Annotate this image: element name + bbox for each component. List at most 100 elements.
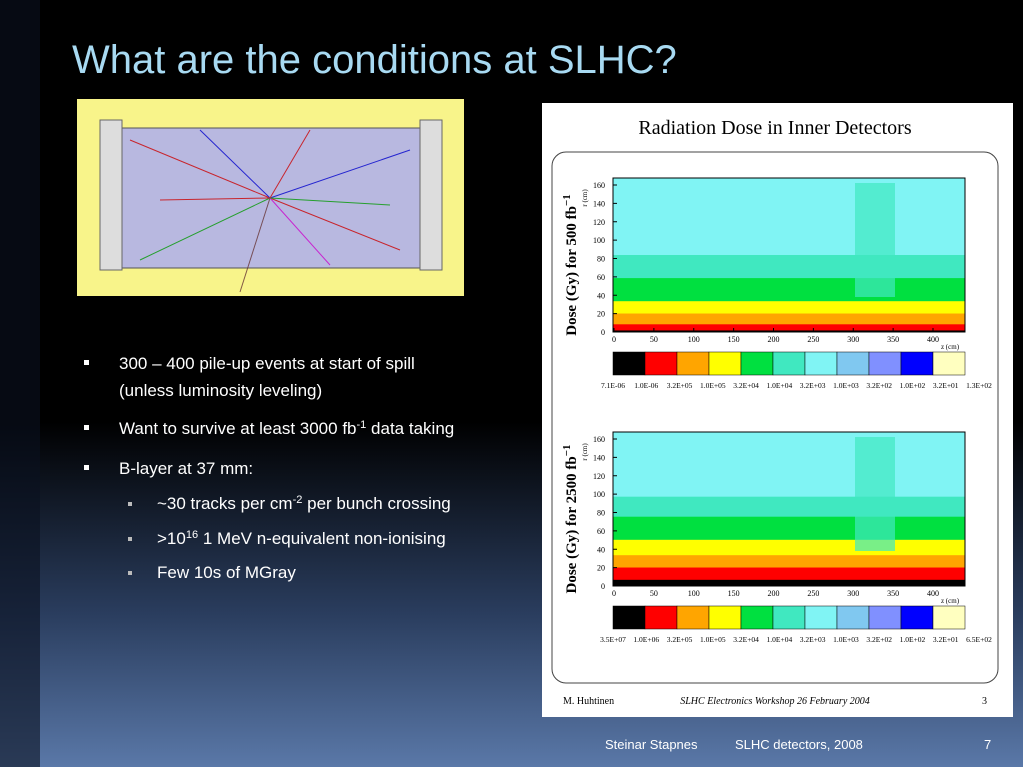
x-tick-label: 350	[887, 335, 899, 344]
x-tick-label: 50	[650, 589, 658, 598]
scale-box	[676, 605, 710, 630]
scale-box	[644, 605, 678, 630]
y-tick-label: 80	[597, 509, 605, 518]
scale-box	[772, 605, 806, 630]
map-frame	[612, 431, 966, 587]
x-tick-label: 100	[688, 589, 700, 598]
scale-label: 1.0E+06	[633, 635, 659, 644]
y-tick-label: 40	[597, 291, 605, 300]
y-tick-label: 60	[597, 527, 605, 536]
scale-label: 1.3E+02	[966, 381, 992, 390]
figure-frame	[551, 151, 999, 684]
dose-map	[612, 177, 966, 333]
bullet-text: 300 – 400 pile-up events at start of spi…	[119, 354, 415, 373]
y-tick-label: 120	[593, 472, 605, 481]
sub-bullet-marker	[128, 537, 132, 541]
sub-bullet-text-sup: -2	[293, 494, 303, 506]
x-tick-label: 300	[847, 335, 859, 344]
scale-box	[932, 605, 966, 630]
y-tick-label: 80	[597, 255, 605, 264]
scale-box	[612, 605, 646, 630]
map-band	[613, 324, 965, 332]
r-label: r (cm)	[581, 189, 589, 207]
footer-author: Steinar Stapnes	[605, 737, 698, 752]
x-tick-label: 100	[688, 335, 700, 344]
bullet-marker	[84, 360, 89, 365]
sub-bullet-text-text: >10	[157, 529, 186, 548]
scale-label: 3.2E+04	[733, 381, 759, 390]
scale-box	[900, 605, 934, 630]
z-label: z (cm)	[941, 597, 960, 605]
y-tick-label: 40	[597, 545, 605, 554]
figure-footer-left: M. Huhtinen	[563, 696, 614, 707]
scale-box	[772, 351, 806, 376]
figure-footer-center: SLHC Electronics Workshop 26 February 20…	[680, 696, 870, 707]
x-tick-label: 350	[887, 589, 899, 598]
scale-box	[740, 605, 774, 630]
map-shield	[855, 183, 895, 297]
x-tick-label: 200	[768, 589, 780, 598]
scale-box	[676, 351, 710, 376]
y-tick-label: 60	[597, 273, 605, 282]
y-tick-label: 160	[593, 435, 605, 444]
scale-label: 1.0E+05	[700, 381, 726, 390]
scale-box	[740, 351, 774, 376]
z-label: z (cm)	[941, 343, 960, 351]
x-tick-label: 250	[807, 589, 819, 598]
bullet-text-text: Want to survive at least 3000 fb	[119, 419, 357, 438]
x-tick-label: 400	[927, 589, 939, 598]
y-tick-label: 160	[593, 181, 605, 190]
scale-box	[900, 351, 934, 376]
scale-label: 3.2E+03	[800, 381, 826, 390]
scale-label: 1.0E+04	[767, 381, 793, 390]
event-display	[77, 99, 464, 296]
sub-bullet-marker	[128, 571, 132, 575]
scale-label: 3.2E+04	[733, 635, 759, 644]
dose-map	[612, 431, 966, 587]
sub-bullet-text: Few 10s of MGray	[157, 563, 296, 582]
scale-box	[836, 351, 870, 376]
scale-box	[708, 605, 742, 630]
sub-bullet-text-text: ~30 tracks per cm	[157, 494, 293, 513]
bullet-text: Want to survive at least 3000 fb-1 data …	[119, 419, 454, 438]
y-tick-label: 0	[601, 582, 605, 591]
y-tick-label: 100	[593, 236, 605, 245]
plot-y-label-text: Dose (Gy) for 500 fb	[564, 206, 580, 336]
figure-footer-right: 3	[982, 696, 987, 707]
scale-box	[708, 351, 742, 376]
scale-label: 1.0E+05	[700, 635, 726, 644]
plot-y-label: Dose (Gy) for 2500 fb−1	[561, 445, 580, 594]
x-tick-label: 300	[847, 589, 859, 598]
x-tick-label: 200	[768, 335, 780, 344]
plot-y-label-text: Dose (Gy) for 2500 fb	[564, 456, 580, 593]
map-band	[613, 330, 965, 332]
r-label: r (cm)	[581, 443, 589, 461]
x-tick-label: 50	[650, 335, 658, 344]
sub-bullet-marker	[128, 502, 132, 506]
footer-event: SLHC detectors, 2008	[735, 737, 863, 752]
x-tick-label: 250	[807, 335, 819, 344]
sub-bullet-text-sup: 16	[186, 529, 198, 541]
x-tick-label: 150	[728, 335, 740, 344]
scale-label: 6.5E+02	[966, 635, 992, 644]
scale-box	[836, 605, 870, 630]
y-tick-label: 20	[597, 564, 605, 573]
title: What are the conditions at SLHC?	[72, 38, 677, 82]
sub-bullet-text-text: Few 10s of MGray	[157, 563, 296, 582]
plot-y-label: Dose (Gy) for 500 fb−1	[561, 194, 580, 336]
sub-bullet-text: ~30 tracks per cm-2 per bunch crossing	[157, 494, 451, 513]
bullet-text: (unless luminosity leveling)	[119, 381, 322, 400]
x-tick-label: 150	[728, 589, 740, 598]
x-tick-label: 400	[927, 335, 939, 344]
bullet-text-sup: -1	[357, 419, 367, 431]
page-number: 7	[984, 737, 991, 752]
scale-label: 1.0E+03	[833, 635, 859, 644]
scale-box	[804, 351, 838, 376]
scale-box	[644, 351, 678, 376]
scale-label: 3.2E+01	[933, 635, 959, 644]
y-tick-label: 100	[593, 490, 605, 499]
scale-box	[932, 351, 966, 376]
bullet-marker	[84, 465, 89, 470]
y-tick-label: 0	[601, 328, 605, 337]
